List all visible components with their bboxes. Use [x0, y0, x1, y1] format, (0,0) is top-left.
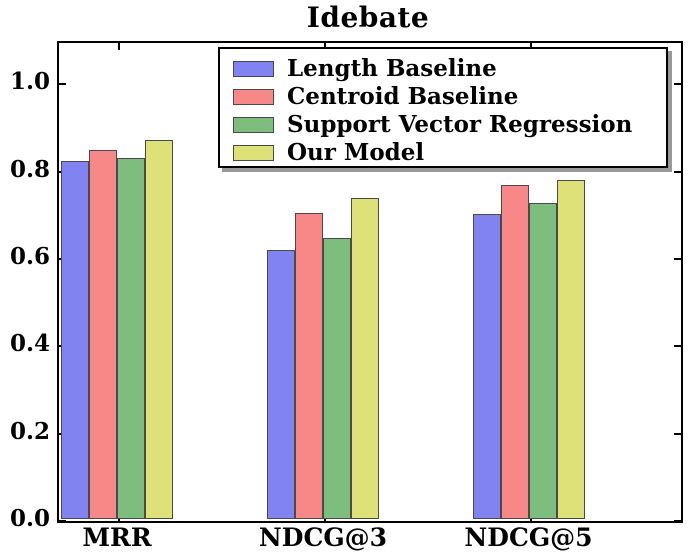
bar-our-model-ndcg@5	[556, 179, 585, 519]
y-tick-label: 0.6	[9, 242, 50, 270]
bar-length-baseline-ndcg@5	[472, 214, 501, 519]
bar-length-baseline-mrr	[61, 160, 89, 519]
bar-centroid-baseline-ndcg@5	[500, 184, 529, 519]
legend-label: Length Baseline	[287, 55, 497, 82]
y-tick-left	[59, 520, 66, 522]
y-tick-label: 1.0	[9, 68, 50, 96]
legend-label: Our Model	[287, 139, 425, 166]
x-tick-top	[529, 43, 532, 50]
legend-swatch-support-vector-regression	[233, 117, 274, 133]
x-axis-label-ndcg@5: NDCG@5	[464, 523, 593, 552]
legend-item: Length Baseline	[220, 55, 666, 83]
legend-item: Centroid Baseline	[220, 83, 666, 111]
y-tick-label: 0.0	[9, 505, 50, 532]
bar-centroid-baseline-mrr	[89, 149, 117, 519]
legend-label: Centroid Baseline	[287, 83, 519, 110]
bar-support-vector-regression-ndcg@5	[528, 202, 557, 519]
x-axis-label-ndcg@3: NDCG@3	[258, 523, 388, 552]
y-tick-right	[674, 520, 681, 522]
y-tick-label: 0.8	[9, 155, 50, 183]
x-tick-top	[324, 43, 326, 50]
legend-item: Our Model	[220, 139, 666, 167]
x-axis-label-mrr: MRR	[82, 523, 152, 552]
legend-swatch-centroid-baseline	[233, 89, 274, 105]
x-tick-top	[118, 43, 120, 50]
y-tick-right	[674, 432, 681, 435]
y-tick-right	[674, 83, 681, 86]
legend-swatch-our-model	[233, 145, 274, 161]
bar-our-model-mrr	[145, 140, 173, 519]
y-tick-right	[674, 170, 681, 173]
bar-our-model-ndcg@3	[351, 198, 379, 519]
bar-centroid-baseline-ndcg@3	[295, 213, 323, 519]
legend: Length Baseline Centroid Baseline Support …	[218, 47, 668, 168]
legend-label: Support Vector Regression	[287, 111, 633, 138]
y-tick-right	[674, 345, 681, 348]
y-tick-right	[674, 257, 681, 260]
legend-swatch-length-baseline	[233, 61, 274, 77]
bar-support-vector-regression-mrr	[117, 158, 145, 519]
bar-length-baseline-ndcg@3	[267, 250, 295, 519]
legend-item: Support Vector Regression	[220, 111, 666, 139]
y-tick-left	[59, 83, 66, 86]
y-tick-label: 0.4	[9, 330, 50, 358]
chart-title: Idebate	[306, 1, 430, 34]
y-tick-label: 0.2	[9, 417, 50, 445]
bar-support-vector-regression-ndcg@3	[323, 237, 351, 519]
